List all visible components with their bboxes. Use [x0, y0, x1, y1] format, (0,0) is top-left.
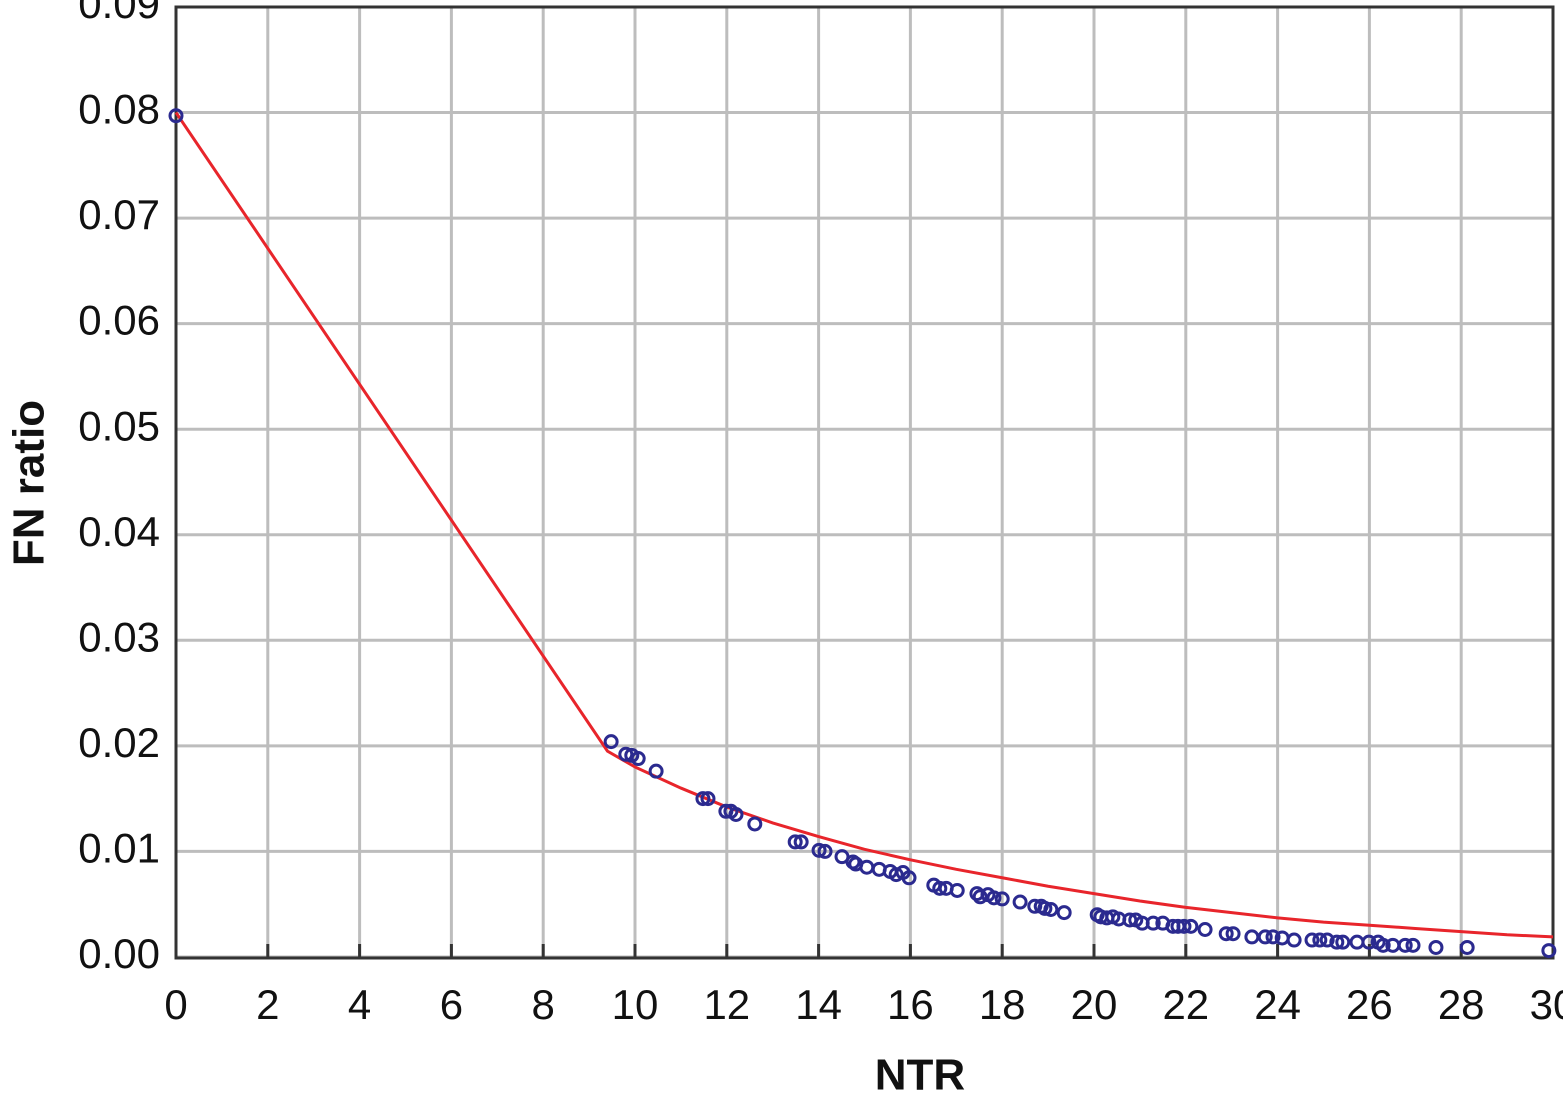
x-tick-label: 20	[1071, 981, 1118, 1028]
data-point	[1397, 937, 1413, 953]
fit-line	[174, 111, 1554, 939]
x-tick-label: 12	[703, 981, 750, 1028]
data-point	[168, 108, 184, 124]
data-point	[1405, 937, 1421, 953]
data-point	[1176, 918, 1192, 934]
data-point	[603, 734, 619, 750]
data-point	[1257, 929, 1273, 945]
x-tick-label: 16	[887, 981, 934, 1028]
x-tick-label: 0	[164, 981, 187, 1028]
data-point	[1428, 939, 1444, 955]
data-point	[811, 842, 827, 858]
x-tick-label: 28	[1438, 981, 1485, 1028]
x-tick-label: 24	[1254, 981, 1301, 1028]
y-tick-label: 0.04	[78, 508, 160, 555]
y-tick-label: 0.05	[78, 402, 160, 449]
y-tick-label: 0.08	[78, 86, 160, 133]
data-point	[1145, 915, 1161, 931]
data-point	[1056, 905, 1072, 921]
data-point	[1183, 918, 1199, 934]
data-point	[1037, 900, 1053, 916]
x-tick-label: 22	[1162, 981, 1209, 1028]
data-point	[1304, 932, 1320, 948]
x-axis-label: NTR	[875, 1051, 965, 1100]
data-point	[1349, 934, 1365, 950]
y-tick-label: 0.01	[78, 824, 160, 871]
y-tick-label: 0.07	[78, 191, 160, 238]
data-point	[1225, 926, 1241, 942]
data-point	[1375, 937, 1391, 953]
y-tick-label: 0.02	[78, 719, 160, 766]
data-point	[888, 867, 904, 883]
data-point	[695, 791, 711, 807]
data-point	[747, 816, 763, 832]
data-point	[787, 834, 803, 850]
data-point	[648, 763, 664, 779]
x-tick-label: 14	[795, 981, 842, 1028]
data-point	[1541, 943, 1557, 959]
data-point	[901, 870, 917, 886]
data-point	[1319, 932, 1335, 948]
x-tick-label: 26	[1346, 981, 1393, 1028]
data-point	[986, 890, 1002, 906]
x-tick-label: 10	[612, 981, 659, 1028]
data-point	[793, 834, 809, 850]
data-point	[994, 891, 1010, 907]
y-axis-label: FN ratio	[5, 400, 54, 566]
y-tick-label: 0.09	[78, 0, 160, 27]
data-point	[700, 791, 716, 807]
data-point	[859, 859, 875, 875]
x-tick-label: 30	[1530, 981, 1563, 1028]
data-point	[1265, 929, 1281, 945]
data-point	[817, 843, 833, 859]
x-tick-label: 18	[979, 981, 1026, 1028]
data-point	[1197, 922, 1213, 938]
data-point	[1329, 934, 1345, 950]
data-point	[1459, 939, 1475, 955]
data-point	[1335, 934, 1351, 950]
data-point	[1312, 932, 1328, 948]
data-point	[1361, 934, 1377, 950]
data-point	[932, 880, 948, 896]
y-tick-label: 0.06	[78, 297, 160, 344]
data-point	[1043, 901, 1059, 917]
data-point	[949, 882, 965, 898]
x-tick-label: 6	[440, 981, 463, 1028]
data-point	[1244, 929, 1260, 945]
data-point	[1286, 932, 1302, 948]
data-point	[1012, 894, 1028, 910]
data-point	[630, 751, 646, 767]
x-tick-label: 8	[532, 981, 555, 1028]
y-tick-label: 0.03	[78, 613, 160, 660]
x-tick-label: 2	[256, 981, 279, 1028]
y-tick-label: 0.00	[78, 930, 160, 977]
x-tick-label: 4	[348, 981, 371, 1028]
data-point	[728, 806, 744, 822]
data-point	[972, 889, 988, 905]
data-point	[1218, 926, 1234, 942]
plot-frame	[174, 5, 1555, 960]
data-point	[618, 746, 634, 762]
